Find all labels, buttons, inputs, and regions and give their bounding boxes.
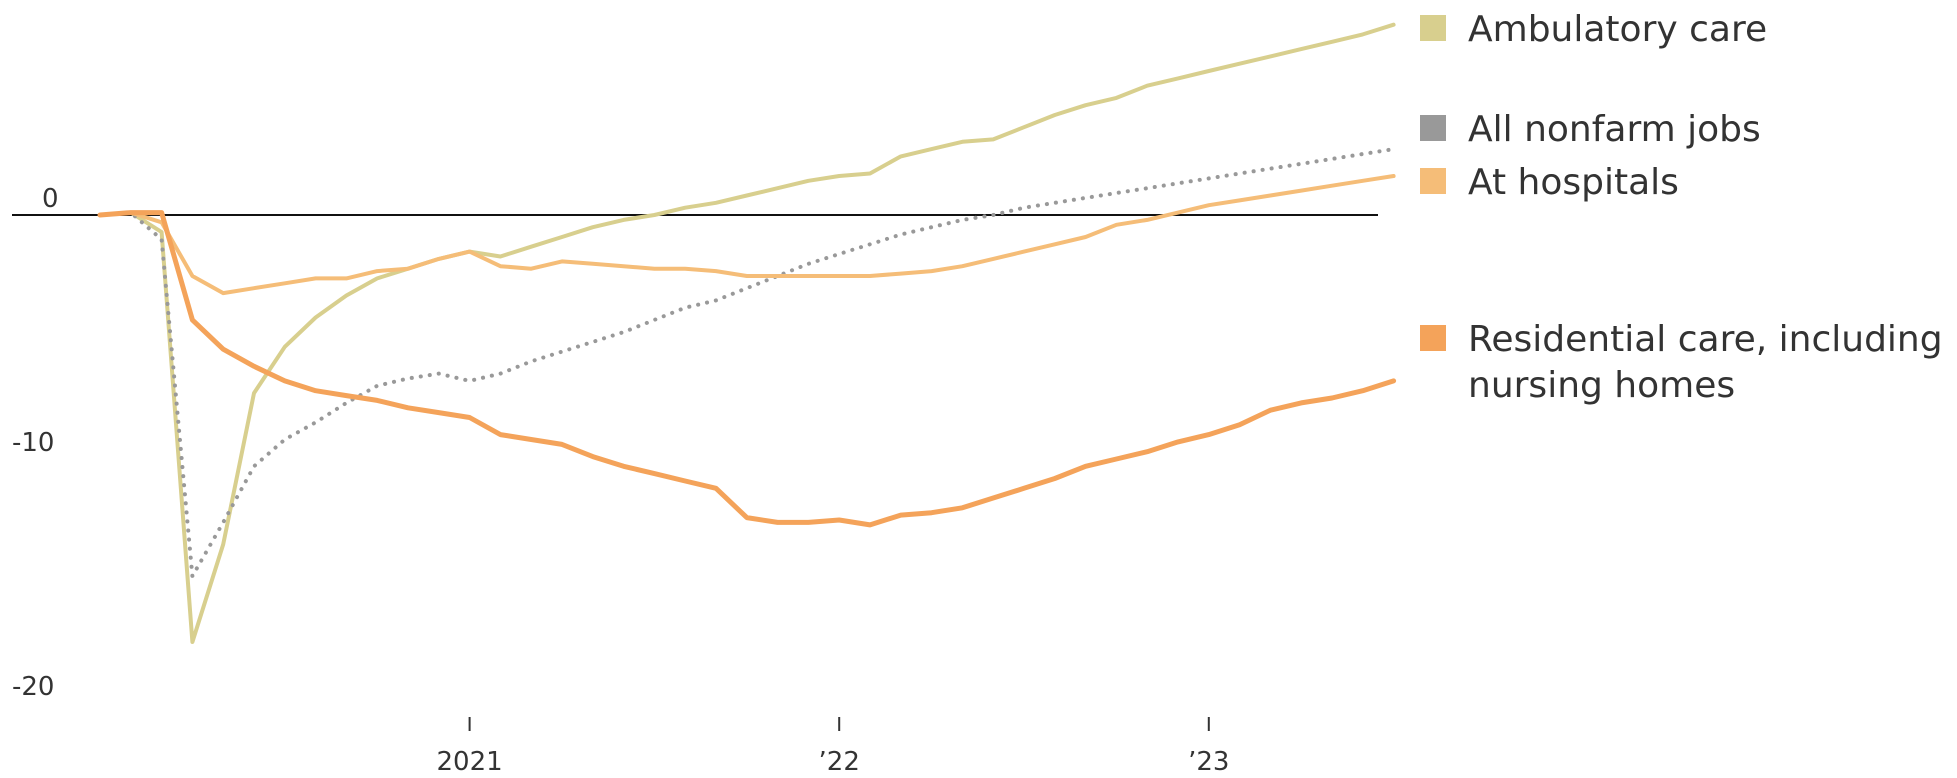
y-tick-label: -10	[12, 428, 54, 458]
x-tick-label: 2021	[437, 747, 503, 777]
series-lines	[97, 22, 1397, 644]
legend: Ambulatory care All nonfarm jobs At hospit…	[1420, 9, 1943, 406]
legend-swatch	[1420, 168, 1446, 194]
legend-swatch	[1420, 15, 1446, 41]
x-tick-label: ’23	[1188, 747, 1229, 777]
x-tick-label: ’22	[819, 747, 860, 777]
x-axis: 2021 ’22 ’23	[437, 717, 1229, 777]
series-line-residential-care-including-nursing-homes	[97, 210, 1397, 528]
series-line-ambulatory-care	[98, 22, 1396, 644]
legend-label: Residential care, including	[1468, 319, 1943, 360]
series-line-all-nonfarm-jobs	[98, 147, 1396, 579]
y-axis: 0 -10 -20	[12, 184, 59, 702]
series-line-at-hospitals	[98, 174, 1396, 296]
legend-label: At hospitals	[1468, 162, 1679, 203]
legend-label: Ambulatory care	[1468, 9, 1767, 50]
legend-swatch	[1420, 115, 1446, 141]
y-tick-label: -20	[12, 672, 54, 702]
legend-label: nursing homes	[1468, 365, 1735, 406]
legend-swatch	[1420, 325, 1446, 351]
y-tick-label: 0	[42, 184, 59, 214]
legend-label: All nonfarm jobs	[1468, 109, 1761, 150]
